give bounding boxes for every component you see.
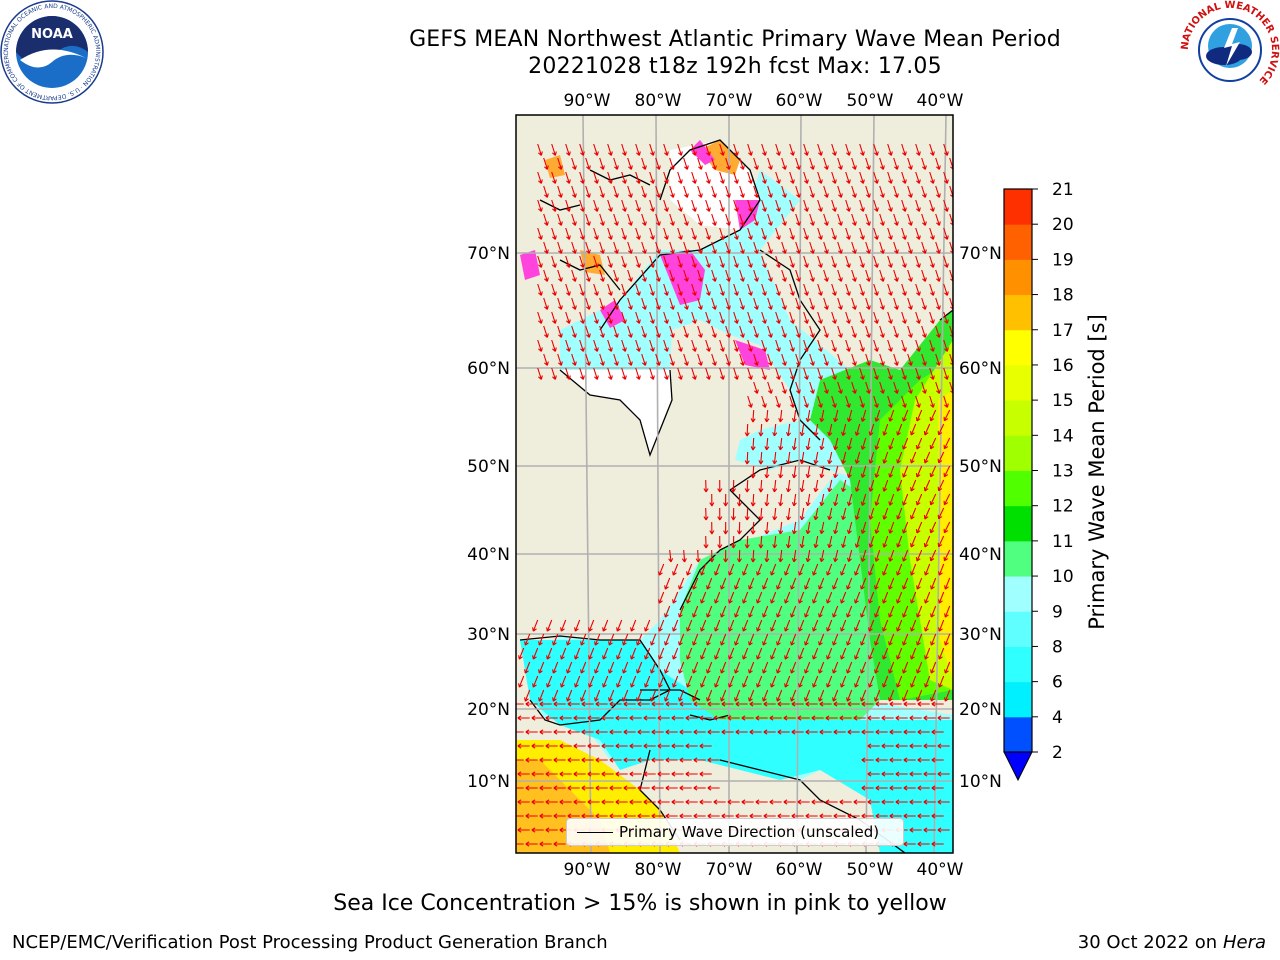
lat-tick-left: 60°N: [467, 359, 510, 379]
svg-text:NOAA: NOAA: [31, 27, 73, 42]
colorbar-tick-label: 10: [1052, 567, 1074, 587]
lat-tick-right: 60°N: [959, 359, 1002, 379]
meridian-line: [796, 115, 802, 853]
colorbar-segment: [1004, 294, 1032, 331]
colorbar-tick-label: 6: [1052, 673, 1063, 693]
lon-tick-bottom: 90°W: [564, 860, 611, 880]
lat-tick-left: 70°N: [467, 244, 510, 264]
colorbar-tick-label: 11: [1052, 532, 1074, 552]
colorbar-tick-label: 12: [1052, 497, 1074, 517]
lon-tick-bottom: 50°W: [847, 860, 894, 880]
lat-tick-right: 50°N: [959, 457, 1002, 477]
meridian-line: [582, 115, 592, 853]
colorbar-tick-label: 9: [1052, 602, 1063, 622]
colorbar-segment: [1004, 400, 1032, 436]
meridian-line: [933, 115, 947, 853]
date-stamp-machine: Hera: [1222, 932, 1266, 953]
coastline-12: [689, 714, 731, 721]
lat-tick-left: 50°N: [467, 457, 510, 477]
colorbar-tick-label: 2: [1052, 743, 1063, 763]
ice-orange-patch-2: [545, 155, 565, 178]
coastline-11: [640, 689, 701, 701]
map-title: GEFS MEAN Northwest Atlantic Primary Wav…: [409, 27, 1061, 52]
lat-tick-right: 10°N: [959, 772, 1002, 792]
coastline-6: [759, 249, 821, 441]
coastline-3: [519, 635, 671, 726]
lon-tick-top: 40°W: [917, 91, 964, 111]
colorbar-segment: [1004, 681, 1032, 718]
colorbar-tick-label: 15: [1052, 391, 1074, 411]
nws-logo: NATIONAL WEATHER SERVICE: [1180, 0, 1280, 99]
wave-direction-arrows: [516, 143, 953, 847]
date-stamp: 30 Oct 2022 on Hera: [1078, 932, 1266, 953]
colorbar-tick-label: 14: [1052, 426, 1074, 446]
lon-tick-top: 80°W: [635, 91, 682, 111]
coastline-0: [559, 369, 673, 458]
colorbar-underflow-arrow: [1003, 751, 1033, 782]
colorbar-segment: [1004, 470, 1032, 507]
colorbar-tick-label: 4: [1052, 708, 1063, 728]
lon-tick-top: 90°W: [564, 91, 611, 111]
period-9-10s-region: [680, 480, 880, 720]
ice-pink-patch-5: [520, 250, 540, 280]
lon-tick-bottom: 70°W: [706, 860, 753, 880]
lat-tick-left: 40°N: [467, 545, 510, 565]
colorbar-segment: [1004, 435, 1032, 471]
lat-tick-left: 30°N: [467, 625, 510, 645]
lat-tick-left: 10°N: [467, 772, 510, 792]
lon-tick-bottom: 40°W: [917, 860, 964, 880]
period-6-8s-region: [520, 640, 953, 853]
coastline-1: [599, 139, 761, 331]
colorbar-segment: [1004, 224, 1032, 260]
meridian-line: [865, 115, 875, 853]
lat-tick-right: 20°N: [959, 700, 1002, 720]
lon-tick-top: 60°W: [776, 91, 823, 111]
coastline-9: [539, 199, 581, 211]
colorbar-segment: [1004, 576, 1032, 612]
colorbar-segment: [1004, 505, 1032, 542]
lon-tick-top: 50°W: [847, 91, 894, 111]
colorbar-segment: [1004, 646, 1032, 683]
map-frame: [515, 114, 954, 854]
ice-pink-patch-2: [735, 200, 760, 230]
colorbar-tick-label: 16: [1052, 356, 1074, 376]
colorbar-segment: [1004, 611, 1032, 647]
credit-line: NCEP/EMC/Verification Post Processing Pr…: [12, 932, 608, 953]
lat-tick-right: 30°N: [959, 625, 1002, 645]
noaa-logo: NATIONAL OCEANIC AND ATMOSPHERIC ADMINIS…: [0, 0, 104, 104]
legend-label: Primary Wave Direction (unscaled): [619, 823, 880, 841]
colorbar-tick-label: 8: [1052, 637, 1063, 657]
lon-tick-top: 70°W: [706, 91, 753, 111]
colorbar-segment: [1004, 189, 1032, 225]
sea-ice-footnote: Sea Ice Concentration > 15% is shown in …: [333, 891, 947, 916]
ice-pink-patch: [690, 140, 715, 165]
colorbar-segment: [1004, 716, 1032, 753]
legend-line-swatch: [577, 832, 613, 833]
colorbar-segment: [1004, 329, 1032, 366]
colorbar-tick-label: 20: [1052, 215, 1074, 235]
colorbar-title: Primary Wave Mean Period [s]: [1085, 314, 1109, 630]
meridian-line: [655, 115, 661, 853]
colorbar-segment: [1004, 259, 1032, 296]
ice-pink-patch-3: [735, 340, 770, 370]
colorbar-tick-label: 19: [1052, 250, 1074, 270]
map-subtitle: 20221028 t18z 192h fcst Max: 17.05: [528, 54, 942, 79]
colorbar-tick-label: 17: [1052, 321, 1074, 341]
colorbar: 2 4 6 8 9 10 11 12 13 14 15 16 17 18 19 20 21: [1003, 180, 1074, 782]
lat-tick-right: 40°N: [959, 545, 1002, 565]
lon-tick-bottom: 80°W: [635, 860, 682, 880]
colorbar-tick-label: 21: [1052, 180, 1074, 200]
date-stamp-date: 30 Oct 2022 on: [1077, 932, 1218, 953]
colorbar-segment: [1004, 540, 1032, 577]
map-legend: Primary Wave Direction (unscaled): [566, 818, 904, 846]
colorbar-tick-label: 18: [1052, 286, 1074, 306]
colorbar-tick-label: 13: [1052, 462, 1074, 482]
colorbar-segment: [1004, 364, 1032, 401]
lon-tick-bottom: 60°W: [776, 860, 823, 880]
lat-tick-right: 70°N: [959, 244, 1002, 264]
lat-tick-left: 20°N: [467, 700, 510, 720]
